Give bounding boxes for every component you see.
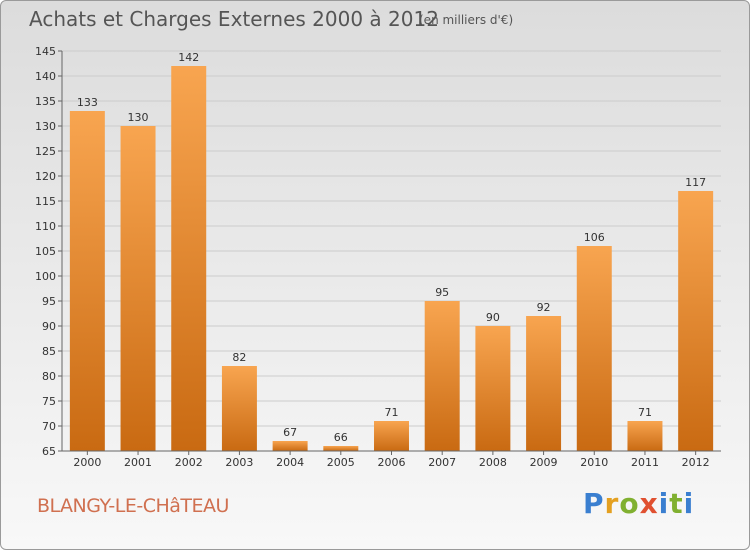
bar-value-label: 67: [283, 426, 297, 439]
bar: [526, 316, 562, 451]
y-tick-label: 75: [42, 395, 56, 408]
bar: [475, 326, 511, 451]
bar-value-label: 130: [128, 111, 149, 124]
bar: [576, 246, 612, 451]
bar: [627, 421, 663, 451]
y-tick-label: 90: [42, 320, 56, 333]
y-tick-label: 80: [42, 370, 56, 383]
y-tick-label: 130: [35, 120, 56, 133]
bar: [221, 366, 257, 451]
x-tick-label: 2000: [73, 456, 101, 469]
chart-subtitle: (en milliers d'€): [419, 13, 514, 27]
bar-value-label: 71: [385, 406, 399, 419]
logo-letter: x: [639, 487, 659, 520]
y-tick-label: 145: [35, 45, 56, 58]
x-tick-label: 2008: [479, 456, 507, 469]
bar: [171, 66, 207, 451]
logo-letter: o: [619, 487, 640, 520]
bar-value-label: 71: [638, 406, 652, 419]
logo-letter: t: [669, 487, 684, 520]
bar-value-label: 95: [435, 286, 449, 299]
y-tick-label: 115: [35, 195, 56, 208]
x-tick-label: 2012: [682, 456, 710, 469]
x-tick-label: 2010: [580, 456, 608, 469]
logo-letter: r: [604, 487, 620, 520]
bar-value-label: 142: [178, 51, 199, 64]
bar: [374, 421, 409, 451]
x-tick-label: 2006: [378, 456, 406, 469]
bar: [120, 126, 156, 451]
logo-letter: i: [683, 487, 695, 520]
y-tick-label: 135: [35, 95, 56, 108]
y-tick-label: 120: [35, 170, 56, 183]
bar-value-label: 106: [584, 231, 605, 244]
y-tick-label: 85: [42, 345, 56, 358]
y-tick-label: 95: [42, 295, 56, 308]
y-tick-label: 110: [35, 220, 56, 233]
logo-letter: P: [583, 487, 605, 520]
x-tick-label: 2011: [631, 456, 659, 469]
bar: [424, 301, 460, 451]
bar-value-label: 133: [77, 96, 98, 109]
x-tick-label: 2005: [327, 456, 355, 469]
bar-value-label: 82: [232, 351, 246, 364]
chart-title: Achats et Charges Externes 2000 à 2012: [29, 7, 439, 31]
bar-value-label: 90: [486, 311, 500, 324]
y-tick-label: 70: [42, 420, 56, 433]
logo-letter: i: [658, 487, 670, 520]
x-tick-label: 2002: [175, 456, 203, 469]
proxiti-logo: Proxiti: [583, 487, 694, 520]
x-tick-label: 2001: [124, 456, 152, 469]
bar: [323, 446, 359, 451]
place-name: BLANGY-LE-CHâTEAU: [37, 495, 229, 517]
x-tick-label: 2009: [530, 456, 558, 469]
y-tick-label: 65: [42, 445, 56, 458]
x-tick-label: 2003: [225, 456, 253, 469]
y-tick-label: 140: [35, 70, 56, 83]
x-tick-label: 2007: [428, 456, 456, 469]
bar-value-label: 92: [537, 301, 551, 314]
bar: [69, 111, 105, 451]
bar: [678, 191, 714, 451]
y-tick-label: 125: [35, 145, 56, 158]
bar: [272, 441, 308, 451]
y-tick-label: 105: [35, 245, 56, 258]
y-tick-label: 100: [35, 270, 56, 283]
bar-value-label: 117: [685, 176, 706, 189]
x-tick-label: 2004: [276, 456, 304, 469]
bar-value-label: 66: [334, 431, 348, 444]
